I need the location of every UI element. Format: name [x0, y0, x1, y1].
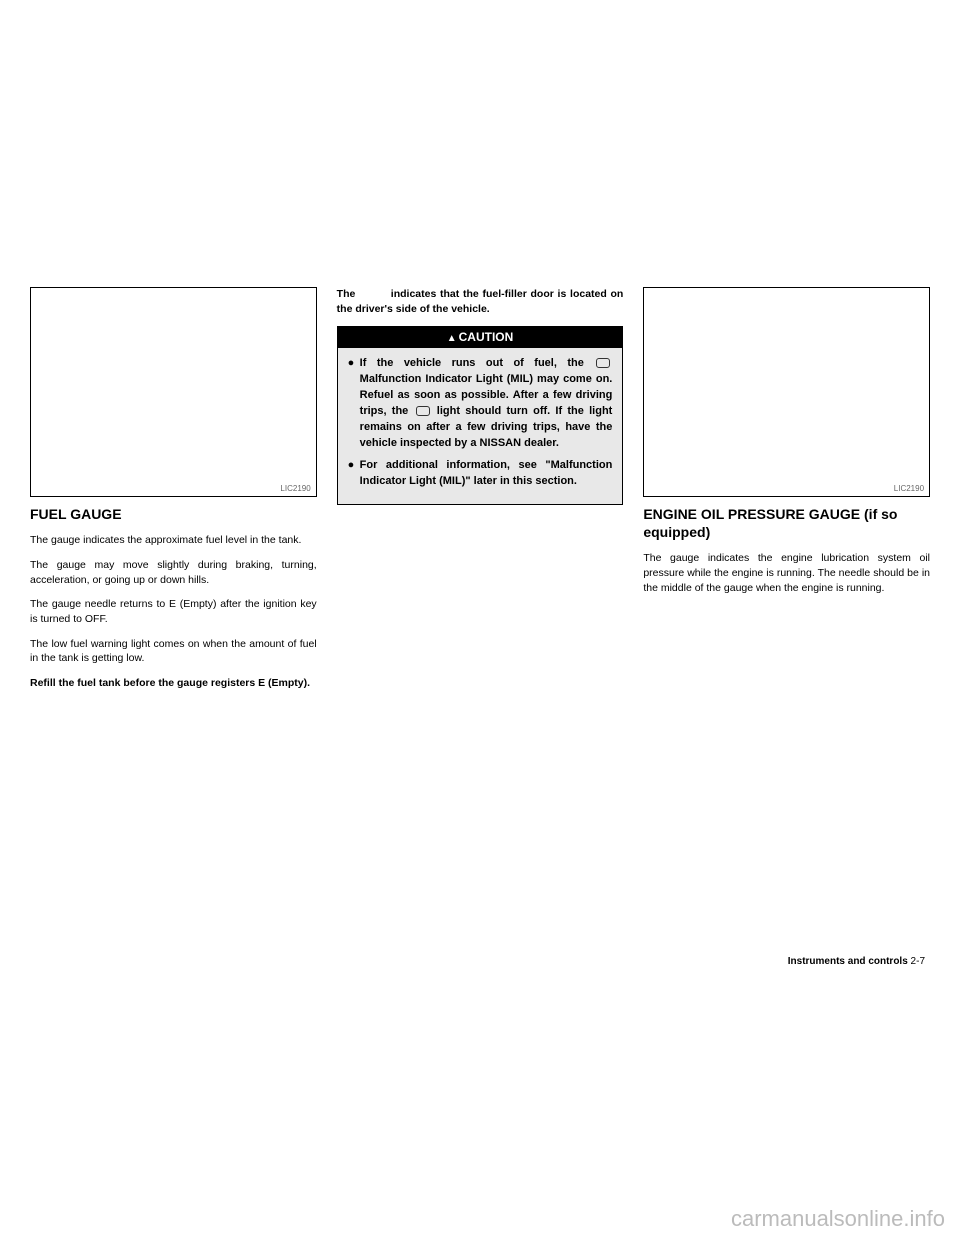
engine-icon — [596, 358, 610, 368]
body-text: The gauge may move slightly during braki… — [30, 558, 317, 587]
bullet-text: If the vehicle runs out of fuel, the — [360, 357, 584, 369]
caution-bullet-2: For additional information, see "Malfunc… — [348, 458, 613, 490]
body-text: The gauge indicates the engine lubricati… — [643, 551, 930, 595]
intro-suffix: indicates that the fuel-filler door is l… — [337, 288, 624, 315]
image-label: LIC2190 — [280, 484, 310, 493]
caution-bullet-1: If the vehicle runs out of fuel, the Mal… — [348, 356, 613, 452]
engine-icon — [416, 406, 430, 416]
page-content: LIC2190 FUEL GAUGE The gauge indicates t… — [30, 287, 930, 701]
column-center: The indicates that the fuel-filler door … — [337, 287, 624, 701]
body-text-bold: Refill the fuel tank before the gauge re… — [30, 676, 317, 691]
oil-pressure-image: LIC2190 — [643, 287, 930, 497]
column-right: LIC2190 ENGINE OIL PRESSURE GAUGE (if so… — [643, 287, 930, 701]
page-footer: Instruments and controls 2-7 — [788, 956, 925, 967]
body-text: The gauge indicates the approximate fuel… — [30, 533, 317, 548]
watermark: carmanualsonline.info — [731, 1206, 945, 1232]
intro-prefix: The — [337, 288, 356, 300]
caution-body: If the vehicle runs out of fuel, the Mal… — [337, 348, 624, 505]
fuel-gauge-heading: FUEL GAUGE — [30, 505, 317, 523]
footer-page: 2-7 — [911, 956, 925, 967]
oil-pressure-heading: ENGINE OIL PRESSURE GAUGE (if so equippe… — [643, 505, 930, 541]
footer-label: Instruments and controls — [788, 956, 908, 967]
caution-header: CAUTION — [337, 326, 624, 348]
body-text: The gauge needle returns to E (Empty) af… — [30, 597, 317, 626]
filler-door-text: The indicates that the fuel-filler door … — [337, 287, 624, 316]
fuel-gauge-image: LIC2190 — [30, 287, 317, 497]
body-text: The low fuel warning light comes on when… — [30, 637, 317, 666]
image-label: LIC2190 — [894, 484, 924, 493]
column-left: LIC2190 FUEL GAUGE The gauge indicates t… — [30, 287, 317, 701]
